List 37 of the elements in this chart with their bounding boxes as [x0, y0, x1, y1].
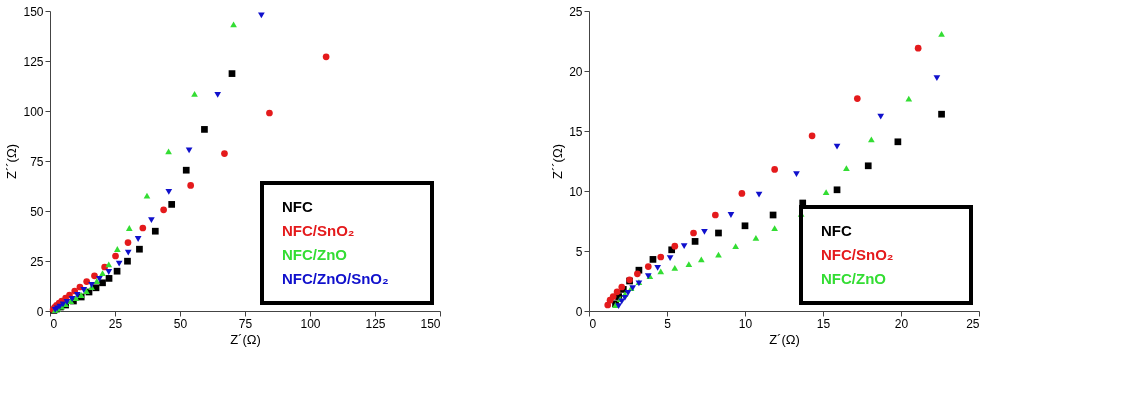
x-tick-label: 100 — [300, 316, 321, 331]
x-tick-label: 0 — [589, 316, 597, 331]
y-tick-label: 15 — [569, 124, 583, 139]
y-axis-title: Z´´(Ω) — [4, 144, 20, 179]
x-tick-label: 25 — [108, 316, 123, 331]
series-label: NFC — [821, 222, 852, 239]
y-tick-label: 5 — [575, 244, 583, 259]
y-tick-label: 25 — [30, 254, 44, 269]
y-tick-label: 10 — [569, 184, 583, 199]
text: NFC/ZnO/SnO₂ — [282, 270, 389, 287]
y-tick-label: 20 — [569, 64, 583, 79]
y-tick-label: 0 — [575, 304, 583, 319]
x-tick-label: 75 — [238, 316, 253, 331]
text: NFC/ZnO — [821, 270, 887, 287]
y-tick-label: 100 — [23, 104, 44, 119]
y-tick-label: 25 — [569, 4, 583, 19]
text: NFC — [282, 198, 313, 215]
y-tick-label: 125 — [23, 54, 44, 69]
y-axis-title: Z´´(Ω) — [550, 144, 566, 179]
y-tick-label: 75 — [30, 154, 44, 169]
x-axis-title: Z´(Ω) — [230, 331, 261, 347]
y-tick-label: 0 — [36, 304, 44, 319]
x-tick-label: 5 — [664, 316, 672, 331]
x-axis-title: Z´(Ω) — [769, 331, 800, 347]
y-tick-label: 150 — [23, 4, 44, 19]
text: NFC/ZnO — [282, 246, 348, 263]
x-tick-label: 0 — [50, 316, 58, 331]
x-tick-label: 20 — [894, 316, 909, 331]
text: NFC/SnO₂ — [282, 222, 355, 239]
x-tick-label: 10 — [738, 316, 753, 331]
text: NFC/SnO₂ — [821, 246, 894, 263]
x-tick-label: 50 — [173, 316, 188, 331]
y-tick-label: 50 — [30, 204, 44, 219]
x-tick-label: 25 — [966, 316, 980, 331]
x-tick-label: 150 — [420, 316, 441, 331]
x-tick-label: 15 — [816, 316, 831, 331]
x-tick-label: 125 — [365, 316, 386, 331]
